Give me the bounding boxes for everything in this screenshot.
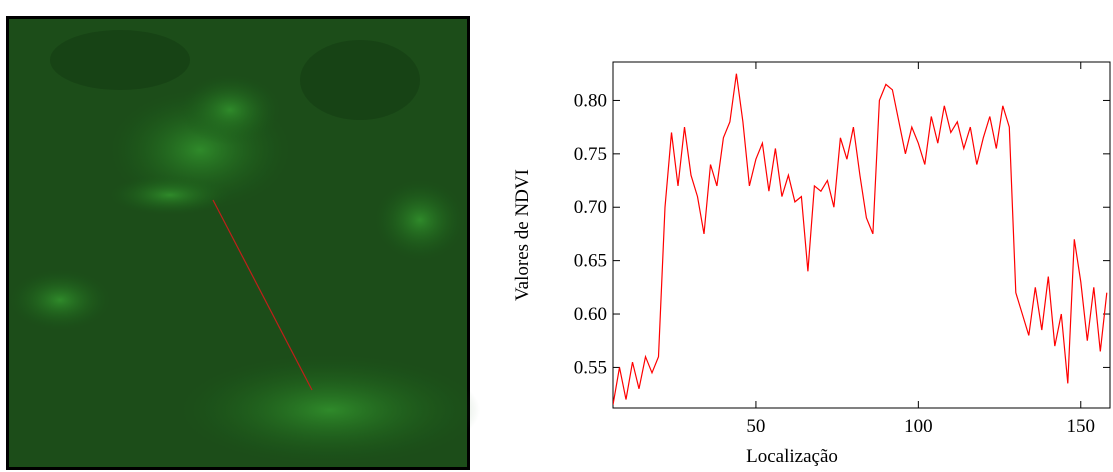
x-tick-label: 50 — [746, 416, 765, 437]
y-tick-label: 0.55 — [574, 357, 607, 378]
ndvi-line — [613, 73, 1108, 405]
y-tick-label: 0.80 — [574, 90, 607, 111]
plot-frame — [612, 61, 1111, 409]
y-axis-label: Valores de NDVI — [512, 169, 533, 301]
y-tick-label: 0.65 — [574, 251, 607, 272]
x-axis-label: Localização — [746, 446, 838, 467]
y-tick-label: 0.70 — [574, 197, 607, 218]
x-tick-label: 150 — [1067, 416, 1096, 437]
x-tick-label: 100 — [904, 416, 933, 437]
satellite-image — [6, 16, 480, 470]
y-tick-label: 0.60 — [574, 304, 607, 325]
y-tick-label: 0.75 — [574, 144, 607, 165]
